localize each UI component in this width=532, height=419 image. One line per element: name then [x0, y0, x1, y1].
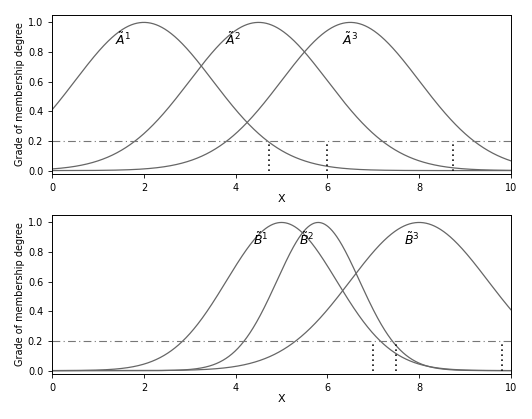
Text: $\tilde{B}^3$: $\tilde{B}^3$ — [404, 231, 420, 248]
Text: $\tilde{A}^3$: $\tilde{A}^3$ — [342, 31, 359, 48]
X-axis label: X: X — [278, 194, 285, 204]
X-axis label: X: X — [278, 394, 285, 404]
Text: $\tilde{A}^2$: $\tilde{A}^2$ — [226, 31, 242, 48]
Text: $\tilde{B}^2$: $\tilde{B}^2$ — [299, 231, 314, 248]
Y-axis label: Grade of membership degree: Grade of membership degree — [15, 222, 25, 366]
Y-axis label: Grade of membership degree: Grade of membership degree — [15, 22, 25, 166]
Text: $\tilde{B}^1$: $\tilde{B}^1$ — [253, 231, 269, 248]
Text: $\tilde{A}^1$: $\tilde{A}^1$ — [115, 31, 131, 48]
